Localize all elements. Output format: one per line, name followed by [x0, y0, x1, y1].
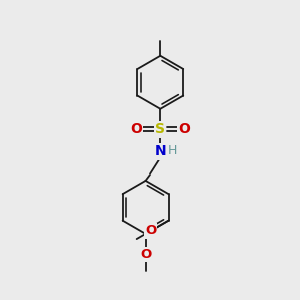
Text: O: O — [140, 248, 151, 261]
Text: N: N — [154, 145, 166, 158]
Text: H: H — [168, 143, 177, 157]
Text: S: S — [155, 122, 165, 136]
Text: O: O — [145, 224, 156, 238]
Text: O: O — [130, 122, 142, 136]
Text: O: O — [178, 122, 190, 136]
